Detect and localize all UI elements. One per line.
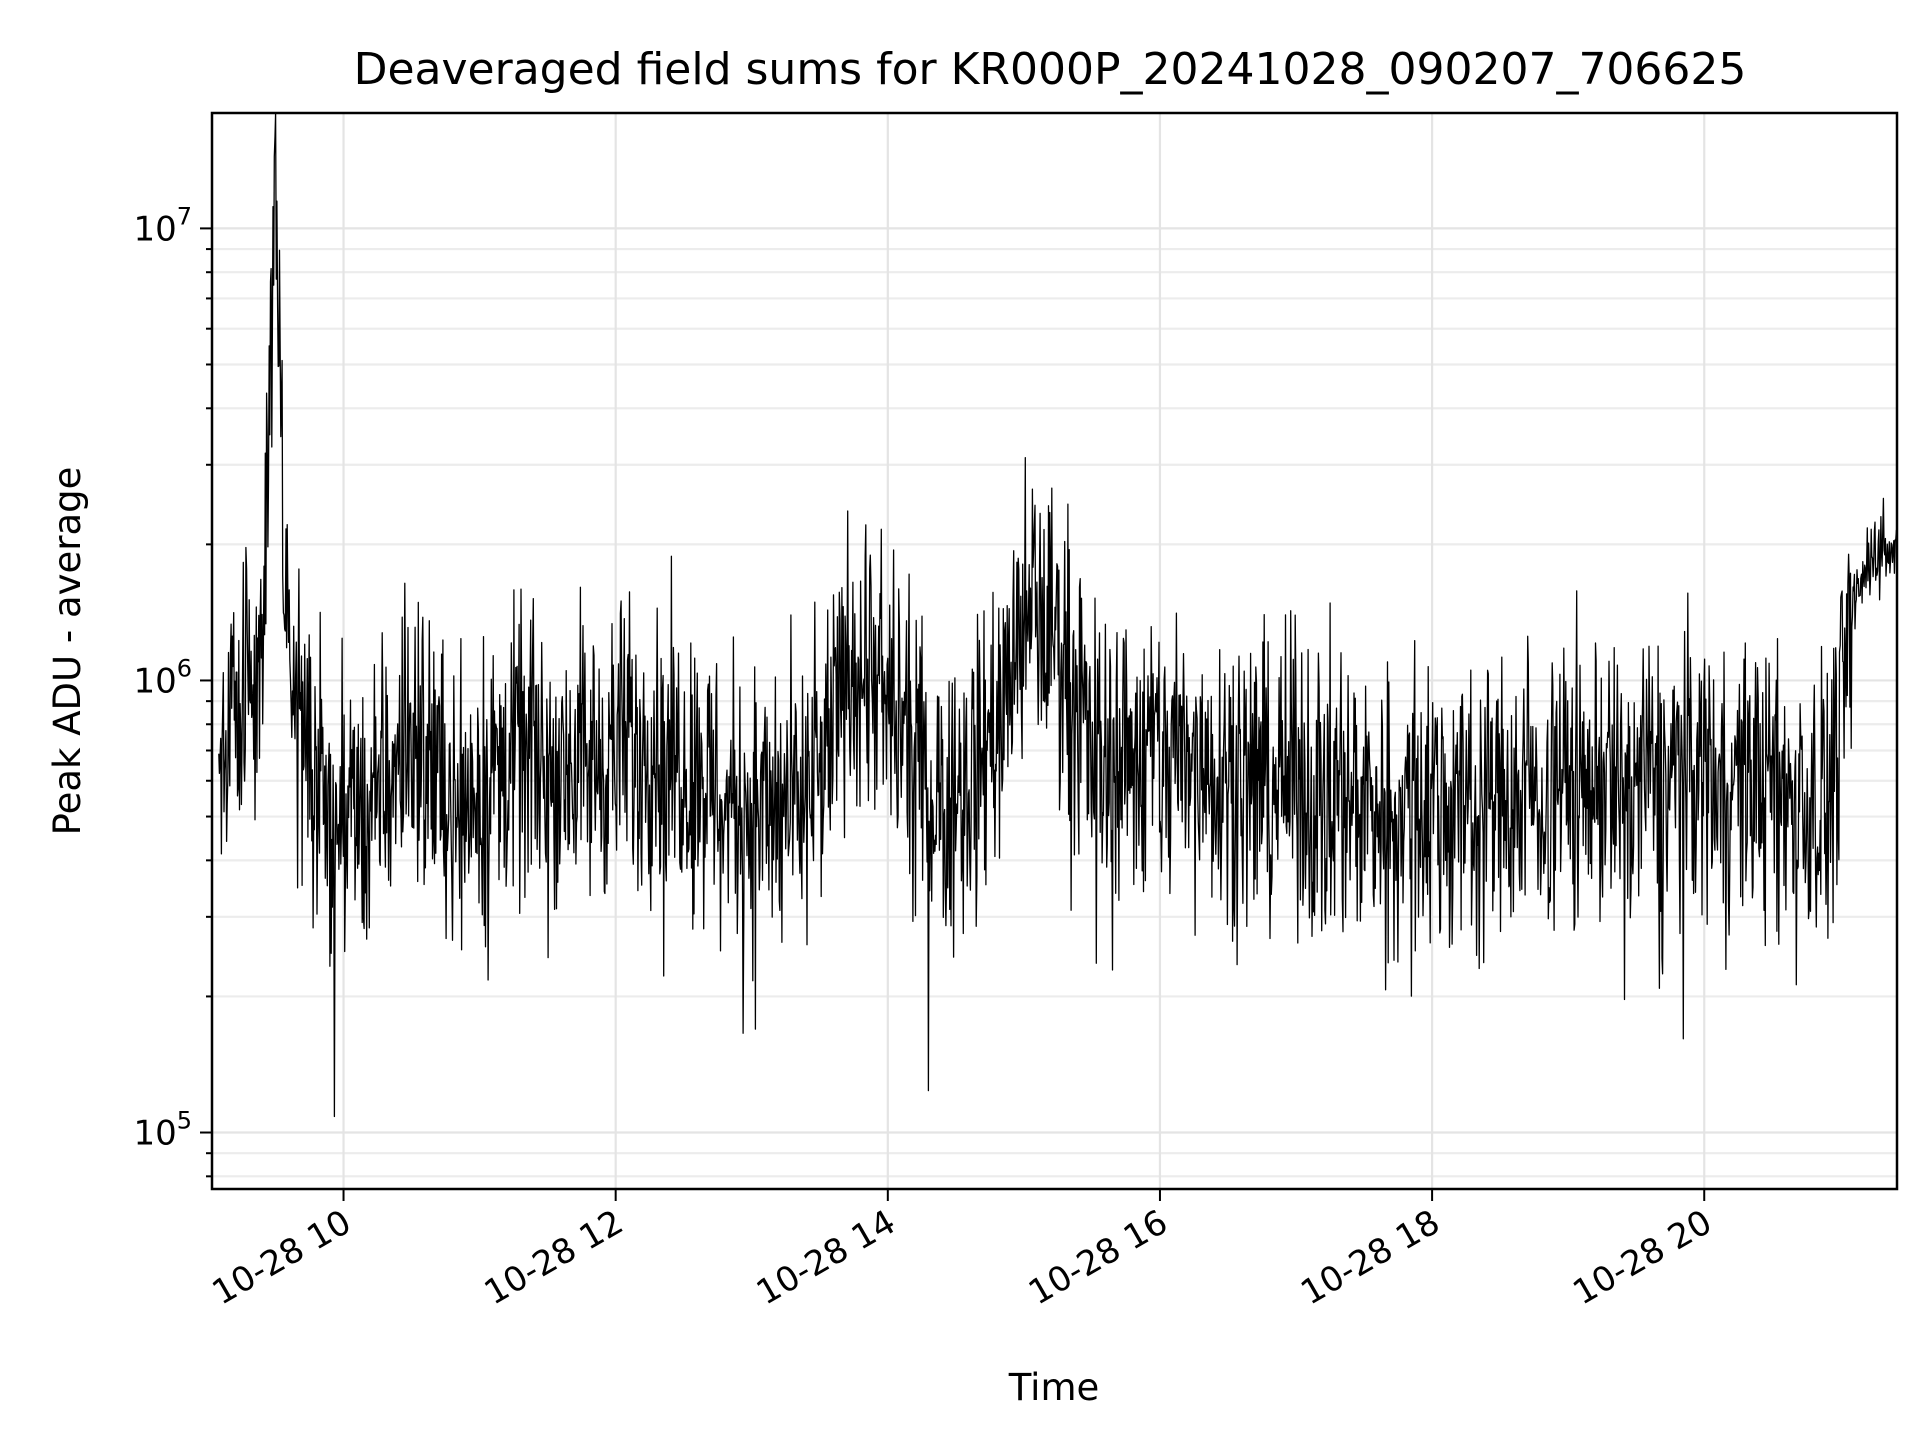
x-tick-label: 10-28 14	[750, 1202, 902, 1313]
plot-frame	[210, 111, 1899, 1191]
x-tick-label: 10-28 10	[206, 1202, 358, 1313]
series-layer	[218, 112, 1898, 1118]
x-tick-label: 10-28 16	[1022, 1202, 1174, 1313]
y-tick-label: 106	[133, 654, 192, 701]
chart-title: Deaveraged field sums for KR000P_2024102…	[354, 44, 1747, 95]
y-tick-base: 10	[133, 209, 176, 249]
x-tick-label: 10-28 20	[1566, 1202, 1718, 1313]
y-tick-base: 10	[133, 1114, 176, 1154]
y-tick-exponent: 7	[177, 202, 192, 230]
x-tick-label: 10-28 18	[1294, 1202, 1446, 1313]
x-tick-label: 10-28 12	[478, 1202, 630, 1313]
y-tick-label: 105	[133, 1107, 192, 1154]
y-tick-label: 107	[133, 202, 192, 249]
series-line	[218, 112, 1898, 1118]
y-tick-exponent: 5	[177, 1107, 192, 1135]
x-axis-label: Time	[1008, 1366, 1100, 1409]
y-tick-exponent: 6	[177, 654, 192, 682]
y-axis-label: Peak ADU - average	[46, 467, 89, 836]
y-tick-base: 10	[133, 661, 176, 701]
